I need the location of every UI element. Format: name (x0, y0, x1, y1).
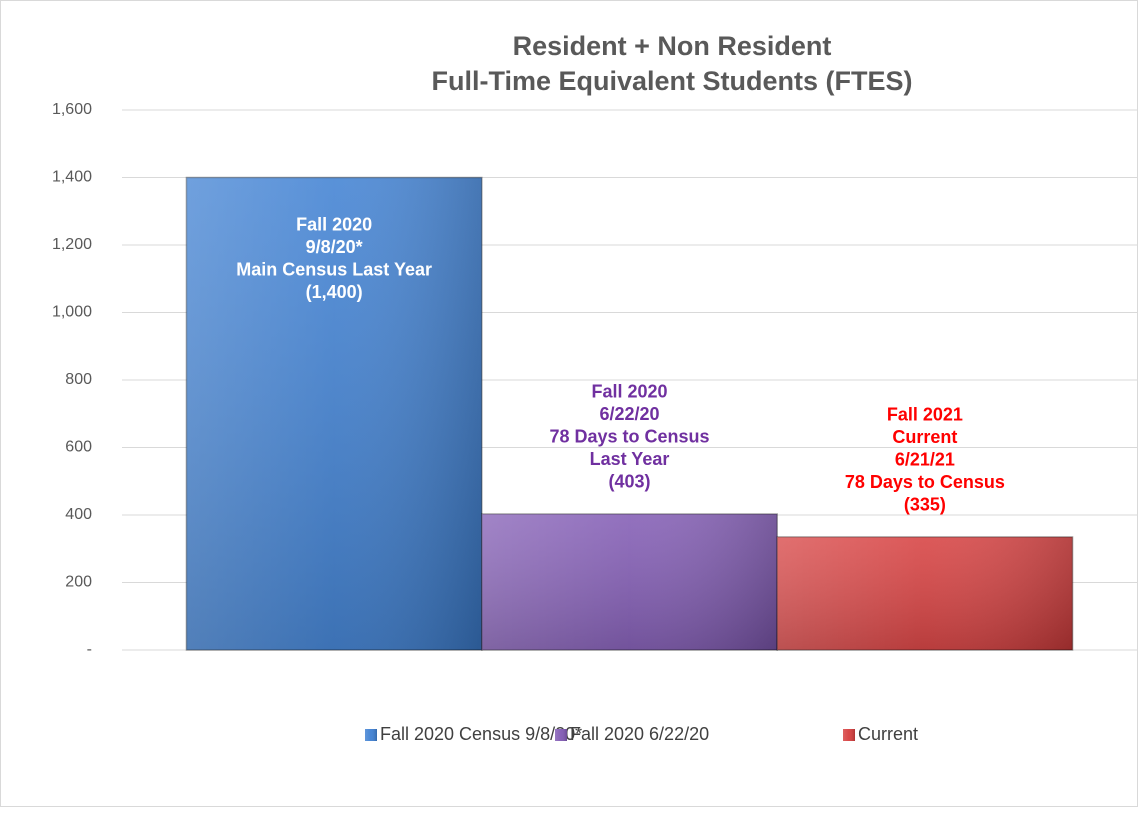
data-label: 78 Days to Census (845, 472, 1005, 492)
data-label: (1,400) (306, 282, 363, 302)
bar-shade (481, 513, 778, 650)
data-label: 6/21/21 (895, 449, 955, 469)
data-label: 9/8/20* (306, 237, 363, 257)
data-label: Fall 2021 (887, 404, 963, 424)
chart-title: Resident + Non Resident (513, 31, 832, 61)
data-label: Current (892, 427, 957, 447)
y-tick-label: - (87, 641, 92, 658)
data-label: (335) (904, 494, 946, 514)
y-tick-label: 200 (65, 574, 92, 591)
y-tick-label: 600 (65, 439, 92, 456)
legend-marker-shade (365, 729, 377, 741)
data-label: Fall 2020 (591, 381, 667, 401)
legend-marker-shade (555, 729, 567, 741)
y-tick-label: 400 (65, 506, 92, 523)
data-label: Main Census Last Year (236, 260, 432, 280)
chart-title: Full-Time Equivalent Students (FTES) (431, 66, 912, 96)
bar-shade (186, 177, 482, 650)
y-tick-label: 1,600 (52, 101, 92, 118)
data-label: 6/22/20 (599, 404, 659, 424)
data-label: Last Year (590, 449, 670, 469)
legend-label: Fall 2020 Census 9/8/20* (380, 724, 582, 744)
y-tick-label: 1,400 (52, 169, 92, 186)
y-tick-label: 1,000 (52, 304, 92, 321)
data-label: (403) (608, 471, 650, 491)
data-label: 78 Days to Census (549, 426, 709, 446)
y-tick-label: 800 (65, 371, 92, 388)
legend-label: Current (858, 724, 918, 744)
data-label: Fall 2020 (296, 215, 372, 235)
bar-shade (777, 536, 1073, 650)
y-tick-label: 1,200 (52, 236, 92, 253)
legend-marker-shade (843, 729, 855, 741)
legend-label: Fall 2020 6/22/20 (570, 724, 709, 744)
